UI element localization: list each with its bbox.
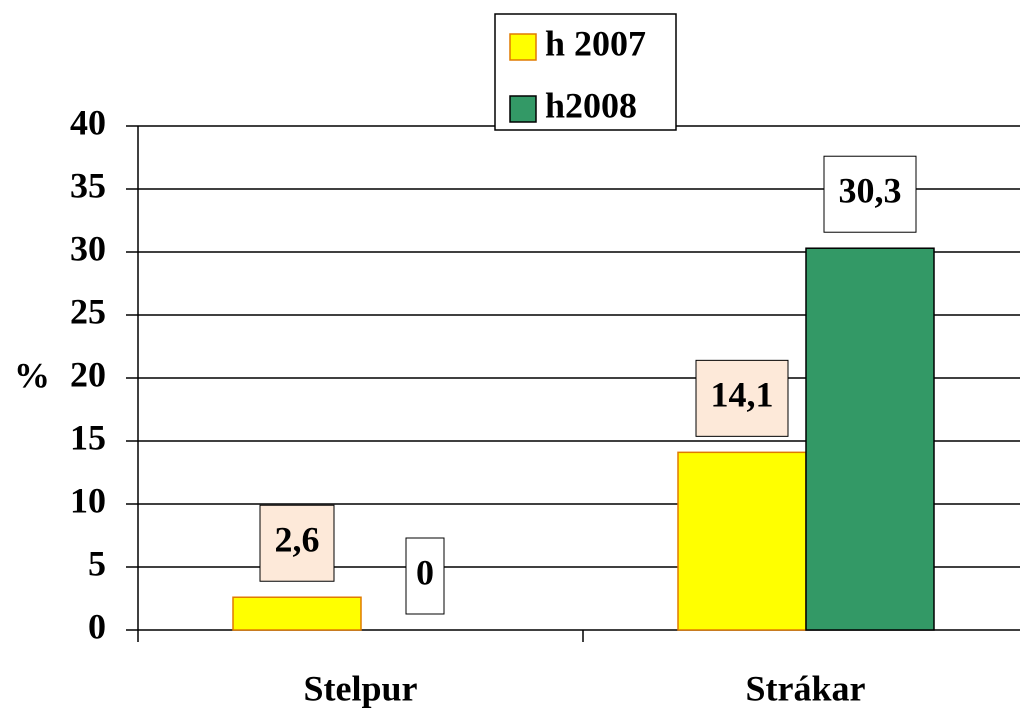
- bar: [677, 451, 807, 631]
- legend-label: h2008: [545, 85, 637, 125]
- y-tick-label: 5: [88, 543, 106, 583]
- data-label-box: [695, 359, 789, 437]
- y-tick-label: 30: [70, 228, 106, 268]
- legend-swatch: [509, 33, 537, 61]
- data-label: 30,3: [839, 170, 902, 210]
- data-label: 0: [416, 552, 434, 592]
- y-tick-label: 40: [70, 102, 106, 142]
- data-label: 2,6: [275, 520, 320, 560]
- y-tick-label: 20: [70, 354, 106, 394]
- y-tick-label: 25: [70, 291, 106, 331]
- x-tick-label: Stelpur: [303, 668, 417, 708]
- legend-swatch: [509, 95, 537, 123]
- y-tick-label: 10: [70, 480, 106, 520]
- y-tick-label: 35: [70, 165, 106, 205]
- data-label-box: [259, 504, 335, 582]
- x-tick-label: Strákar: [746, 668, 866, 708]
- y-axis-label: %: [14, 355, 50, 395]
- y-tick-label: 0: [88, 606, 106, 646]
- data-label: 14,1: [711, 375, 774, 415]
- data-label-box: [823, 155, 917, 233]
- legend-label: h 2007: [545, 23, 646, 63]
- data-label-box: [405, 537, 445, 615]
- y-tick-label: 15: [70, 417, 106, 457]
- bar: [232, 596, 362, 631]
- bar: [805, 247, 935, 631]
